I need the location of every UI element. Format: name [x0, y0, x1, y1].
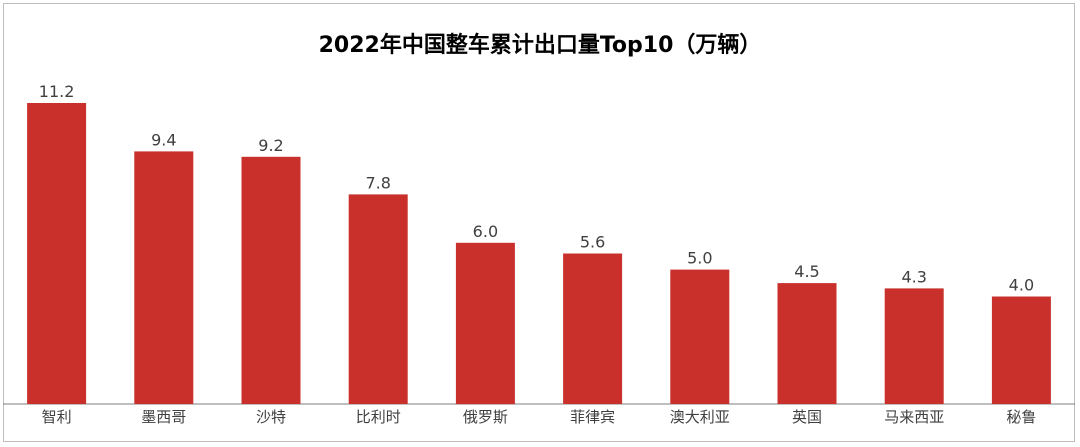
data-label-4: 6.0 — [473, 222, 498, 241]
data-label-5: 5.6 — [580, 233, 605, 252]
bar-6 — [670, 269, 730, 404]
category-label-4: 俄罗斯 — [463, 408, 508, 426]
data-label-1: 9.4 — [151, 130, 176, 149]
bar-8 — [884, 288, 944, 404]
bar-2 — [241, 156, 301, 404]
category-label-7: 英国 — [792, 408, 822, 426]
data-label-8: 4.3 — [901, 267, 926, 286]
chart-title: 2022年中国整车累计出口量Top10（万辆） — [318, 33, 762, 58]
bar-3 — [348, 194, 408, 404]
category-label-2: 沙特 — [256, 408, 286, 426]
bar-4 — [455, 242, 515, 405]
category-label-9: 秘鲁 — [1006, 408, 1036, 426]
bar-0 — [27, 103, 87, 404]
data-label-2: 9.2 — [258, 136, 283, 155]
data-label-7: 4.5 — [794, 262, 819, 281]
category-label-1: 墨西哥 — [141, 408, 186, 426]
category-label-3: 比利时 — [356, 408, 401, 426]
bar-1 — [134, 151, 194, 404]
data-label-9: 4.0 — [1009, 276, 1034, 295]
bar-7 — [777, 283, 837, 404]
data-label-0: 11.2 — [39, 82, 75, 101]
data-label-6: 5.0 — [687, 249, 712, 268]
bar-5 — [563, 253, 623, 404]
category-label-0: 智利 — [42, 408, 72, 426]
category-label-5: 菲律宾 — [570, 408, 615, 426]
data-label-3: 7.8 — [365, 173, 390, 192]
category-label-8: 马来西亚 — [884, 408, 944, 426]
category-label-6: 澳大利亚 — [670, 408, 730, 426]
bar-9 — [991, 296, 1051, 404]
